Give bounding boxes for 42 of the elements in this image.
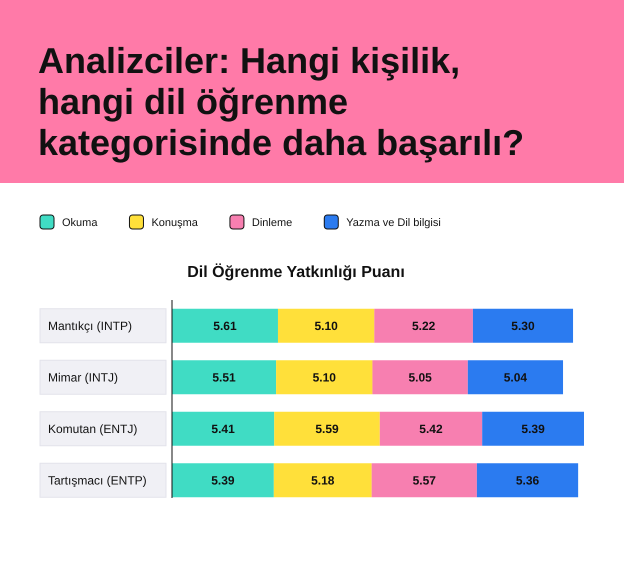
legend-label: Yazma ve Dil bilgisi [346, 216, 441, 229]
data-label: 5.39 [211, 473, 235, 488]
data-label: 5.10 [314, 318, 338, 333]
data-label: 5.05 [408, 370, 432, 384]
data-label: 5.42 [419, 422, 443, 436]
data-label: 5.51 [212, 370, 236, 384]
bar [468, 360, 564, 394]
data-label: 5.41 [211, 422, 236, 436]
data-label: 5.18 [311, 473, 335, 488]
bar [372, 463, 477, 498]
data-label: 5.22 [412, 318, 436, 333]
data-label: 5.30 [511, 318, 535, 333]
bar [274, 463, 372, 498]
bar [172, 463, 274, 498]
bar [278, 308, 374, 343]
data-label: 5.59 [315, 422, 339, 436]
data-label: 5.36 [516, 473, 540, 488]
bar [172, 412, 274, 446]
bar [372, 360, 468, 394]
bar [476, 463, 578, 498]
bar [374, 308, 473, 343]
legend-label: Dinleme [252, 216, 292, 229]
data-label: 5.57 [412, 473, 436, 488]
bar [380, 412, 482, 446]
y-tick-label: Tartışmacı (ENTP) [48, 473, 147, 488]
bar [172, 360, 276, 394]
bar [482, 412, 584, 446]
bar [172, 308, 278, 343]
bar [472, 308, 574, 343]
y-tick-label: Mimar (INTJ) [48, 370, 118, 384]
y-tick-label: Mantıkçı (INTP) [48, 318, 132, 333]
chart-title: Analizciler: Hangi kişilik, hangi dil öğrenme kategorisinde daha başarılı? [38, 40, 524, 163]
legend-label: Konuşma [151, 216, 199, 229]
data-label: 5.10 [312, 370, 336, 384]
y-tick-label: Komutan (ENTJ) [48, 422, 138, 436]
chart-subtitle: Dil Öğrenme Yatkınlığı Puanı [187, 263, 405, 281]
data-label: 5.61 [213, 318, 237, 333]
data-label: 5.39 [521, 422, 546, 436]
bar [276, 360, 372, 394]
data-label: 5.04 [504, 370, 528, 384]
bar [274, 412, 380, 446]
legend-label: Okuma [62, 216, 98, 229]
